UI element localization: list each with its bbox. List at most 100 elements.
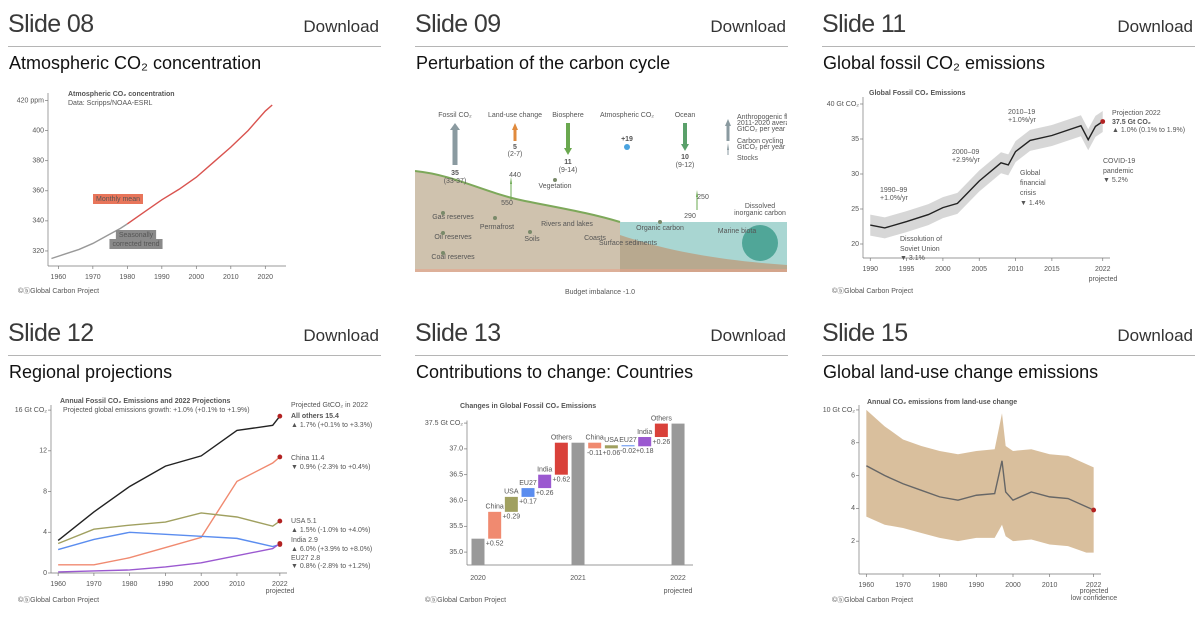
download-link[interactable]: Download — [1117, 326, 1193, 345]
diagram-label: 290 — [684, 213, 696, 220]
series-line — [58, 456, 281, 566]
x-tick-label: 1970 — [85, 274, 101, 281]
y-tick-label: 35.5 — [449, 523, 463, 530]
bar-label: India — [637, 429, 652, 436]
x-tick-label: 2022 — [272, 581, 288, 588]
annotation: +1.0%/yr — [1008, 117, 1036, 124]
thumbnail[interactable]: 10 Gt CO₂ 8 6 4 2 1960 1970 1980 1990 2000 2010 202… — [822, 394, 1194, 609]
stock-dot — [441, 231, 445, 235]
annotation: 2000–09 — [952, 149, 979, 156]
diagram-label: Permafrost — [480, 224, 514, 231]
annotation: crisis — [1020, 190, 1036, 197]
download-link[interactable]: Download — [303, 326, 379, 345]
x-tick-label: 2022 — [1086, 582, 1102, 589]
value-label: +0.52 — [486, 541, 504, 548]
bar-label: EU27 — [519, 480, 537, 487]
end-marker — [1091, 507, 1097, 513]
diagram-label: 35 — [451, 170, 459, 177]
diagram-label: Carbon cycling — [737, 138, 783, 145]
y-tick-label: 8 — [851, 440, 855, 447]
thumbnail[interactable]: 420 ppm 400 380 360 340 320 1960 1970 1980 1990 20… — [8, 85, 380, 300]
arrow-head — [727, 143, 729, 150]
slide-title: Contributions to change: Countries — [416, 362, 694, 382]
annotation: Dissolution of — [900, 236, 942, 243]
annotation-box — [93, 194, 143, 204]
diagram-label: 10 — [681, 154, 689, 161]
thumb-title: Annual Fossil CO₂ Emissions and 2022 Pro… — [60, 398, 230, 405]
thumb-subtitle: Projected global emissions growth: +1.0%… — [63, 407, 250, 414]
download-link[interactable]: Download — [1117, 17, 1193, 36]
y-tick-label: 36.5 — [449, 472, 463, 479]
x-tick-label: 2000 — [1005, 582, 1021, 589]
diagram-label: Dissolved — [745, 203, 775, 210]
value-label: +0.62 — [552, 477, 570, 484]
x-tick-label: 1980 — [932, 582, 948, 589]
x-tick-label: 1970 — [86, 581, 102, 588]
thumb-title: Global Fossil CO₂ Emissions — [869, 90, 966, 97]
slide-label: Slide 08 — [8, 10, 94, 38]
download-link[interactable]: Download — [303, 17, 379, 36]
thumb-title: Atmospheric CO₂ concentration — [68, 91, 175, 98]
step-bar — [521, 488, 535, 497]
download-link[interactable]: Download — [710, 326, 786, 345]
step-bar — [638, 437, 652, 447]
diagram-label: Ocean — [675, 112, 696, 119]
x-tick-label: 2000 — [193, 581, 209, 588]
series-line — [57, 415, 281, 541]
diagram-label: Soils — [524, 236, 540, 243]
annotation: Seasonally — [119, 232, 154, 239]
y-tick-label: 25 — [851, 206, 859, 213]
stock-dot — [658, 220, 662, 224]
thumbnail[interactable]: Fossil CO₂ 35(33-37) Land-use change 5(2-7)… — [415, 85, 787, 300]
annotation: ▼ 0.8% (-2.8% to +1.2%) — [291, 563, 371, 570]
diagram-label: Oil reserves — [434, 234, 472, 241]
sky-line — [415, 269, 787, 272]
step-bar — [488, 511, 502, 539]
series-line — [58, 542, 281, 573]
diagram-label: +19 — [621, 136, 633, 143]
value-label: -0.02 — [620, 448, 636, 455]
total-bar — [471, 538, 485, 565]
x-tick-label: 2005 — [971, 266, 987, 273]
y-tick-label: 35 — [851, 136, 859, 143]
arrow-head — [725, 119, 731, 126]
card-header: Slide 08 Download — [8, 0, 381, 47]
value-label: -0.11 — [587, 450, 603, 457]
stock-dot — [528, 230, 532, 234]
y-tick-label: 4 — [851, 505, 855, 512]
thumbnail[interactable]: 37.5 Gt CO₂ 37.0 36.5 36.0 35.5 35.0 2020 China… — [415, 394, 787, 609]
slide-label: Slide 09 — [415, 10, 501, 38]
y-tick-label: 6 — [851, 472, 855, 479]
annotation: ▲ 1.0% (0.1% to 1.9%) — [1112, 127, 1185, 134]
seabed — [620, 235, 787, 272]
end-marker — [277, 518, 283, 524]
stock-dot — [441, 251, 445, 255]
x-tick-label: 1980 — [120, 274, 136, 281]
x-tick-label: 2020 — [258, 274, 274, 281]
footer: ©ⓑGlobal Carbon Project — [18, 596, 99, 604]
y-tick-label: 320 — [32, 248, 44, 255]
x-tick-label: 1970 — [895, 582, 911, 589]
annotation: India 2.9 — [291, 537, 318, 544]
annotation: 1990–99 — [880, 187, 907, 194]
diagram-label: 5 — [513, 144, 517, 151]
bar-label: EU27 — [619, 437, 637, 444]
annotation: COVID-19 — [1103, 158, 1135, 165]
diagram-label: Coal reserves — [431, 254, 475, 261]
arrow-head — [696, 190, 698, 197]
diagram-label: (9-12) — [676, 162, 695, 169]
thumbnail[interactable]: 40 Gt CO₂ 35 30 25 20 1990 1995 2000 2005 2010 201… — [822, 85, 1194, 300]
slide-title: Regional projections — [9, 362, 173, 382]
end-marker — [277, 454, 283, 460]
download-link[interactable]: Download — [710, 17, 786, 36]
thumb-subtitle: Data: Scripps/NOAA-ESRL — [68, 100, 153, 107]
series-line — [126, 104, 273, 225]
slide-label: Slide 13 — [415, 319, 501, 347]
slide-label: Slide 12 — [8, 319, 94, 347]
y-tick-label: 10 Gt CO₂ — [823, 407, 856, 414]
series-line — [870, 120, 1104, 229]
slide-label: Slide 15 — [822, 319, 908, 347]
annotation: USA 5.1 — [291, 518, 317, 525]
